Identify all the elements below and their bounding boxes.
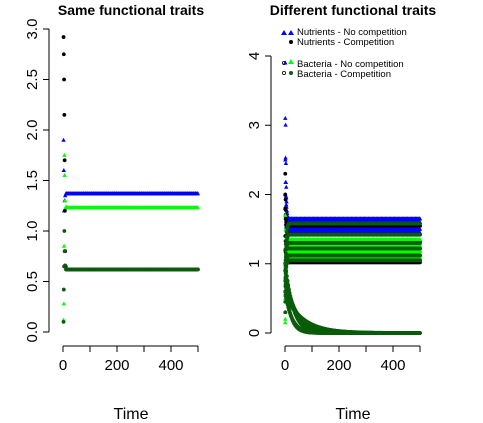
data-point: [283, 320, 288, 325]
data-point: [61, 35, 66, 39]
y-tick-label: 4: [246, 52, 263, 60]
x-tick-label: 400: [380, 357, 405, 374]
data-point: [61, 52, 66, 57]
data-point: [62, 193, 68, 198]
panel-left-title: Same functional traits: [58, 2, 204, 18]
data-point: [61, 320, 66, 324]
data-point: [62, 198, 68, 203]
data-point: [284, 199, 289, 204]
panel-left: Same functional traits 0.0 0.5 1.0 1.5 2.0 2.…: [24, 2, 204, 423]
series-0: [61, 137, 201, 213]
data-point: [284, 251, 288, 256]
panel-right-title: Different functional traits: [270, 2, 437, 18]
data-point: [418, 241, 422, 245]
x-tick-label: 0: [281, 357, 289, 374]
y-tick-label: 0.5: [24, 271, 41, 292]
data-point: [418, 232, 422, 237]
data-point: [417, 216, 423, 221]
data-point: [62, 173, 67, 178]
y-tick-label: 3.0: [24, 19, 41, 40]
y-tick-label: 2.5: [24, 69, 41, 90]
data-point: [284, 217, 288, 222]
series-3: [61, 229, 200, 324]
y-tick-label: 0.0: [24, 322, 41, 343]
data-point: [61, 168, 67, 172]
y-tick-label: 1.5: [24, 170, 41, 191]
x-tick-label: 400: [158, 357, 183, 374]
data-point: [195, 205, 201, 210]
data-point: [283, 192, 288, 197]
series-0: [283, 60, 423, 235]
panel-left-x-axis-label: Time: [114, 406, 149, 423]
data-point: [283, 310, 288, 315]
y-tick-label: 1.0: [24, 221, 41, 242]
data-point: [284, 202, 289, 207]
data-point: [62, 152, 67, 157]
data-point: [62, 249, 67, 254]
data-point: [61, 287, 66, 292]
data-point: [62, 229, 67, 233]
data-point: [418, 221, 422, 226]
data-point: [283, 155, 288, 160]
data-point: [62, 112, 67, 117]
y-tick-label: 0: [246, 329, 263, 337]
data-point: [61, 301, 67, 306]
series-3: [283, 221, 422, 315]
data-point: [195, 191, 201, 196]
data-point: [283, 207, 288, 212]
data-point: [61, 137, 66, 142]
data-point: [195, 267, 200, 272]
data-point: [283, 160, 289, 165]
data-point: [283, 197, 288, 202]
x-tick-label: 0: [59, 357, 67, 374]
data-point: [284, 184, 289, 189]
data-point: [417, 237, 423, 242]
data-point: [417, 226, 423, 231]
series-2: [61, 35, 200, 272]
data-point: [62, 77, 66, 82]
data-point: [62, 208, 67, 213]
data-point: [62, 158, 67, 163]
data-point: [63, 263, 68, 268]
data-point: [283, 171, 288, 176]
x-tick-label: 200: [104, 357, 129, 374]
data-point: [283, 316, 288, 321]
data-point: [283, 212, 288, 217]
x-tick-label: 200: [326, 357, 351, 374]
panel-right-plot-area: 0 1 2 3 4 0 200 400: [246, 52, 423, 374]
series-1: [61, 152, 201, 322]
data-point: [283, 115, 288, 120]
data-point: [61, 243, 67, 248]
y-tick-label: 1: [246, 260, 263, 268]
y-tick-label: 3: [246, 121, 263, 129]
data-point: [283, 180, 289, 185]
y-tick-label: 2: [246, 190, 263, 198]
data-point: [417, 248, 423, 253]
panel-left-plot-area: 0.0 0.5 1.0 1.5 2.0 2.5 3.0 0 200 400: [24, 19, 201, 374]
panel-right: Different functional traits 0 1 2 3 4 0 200 400…: [246, 2, 436, 423]
data-point: [284, 229, 289, 234]
data-point: [283, 122, 288, 127]
y-tick-label: 2.0: [24, 120, 41, 141]
